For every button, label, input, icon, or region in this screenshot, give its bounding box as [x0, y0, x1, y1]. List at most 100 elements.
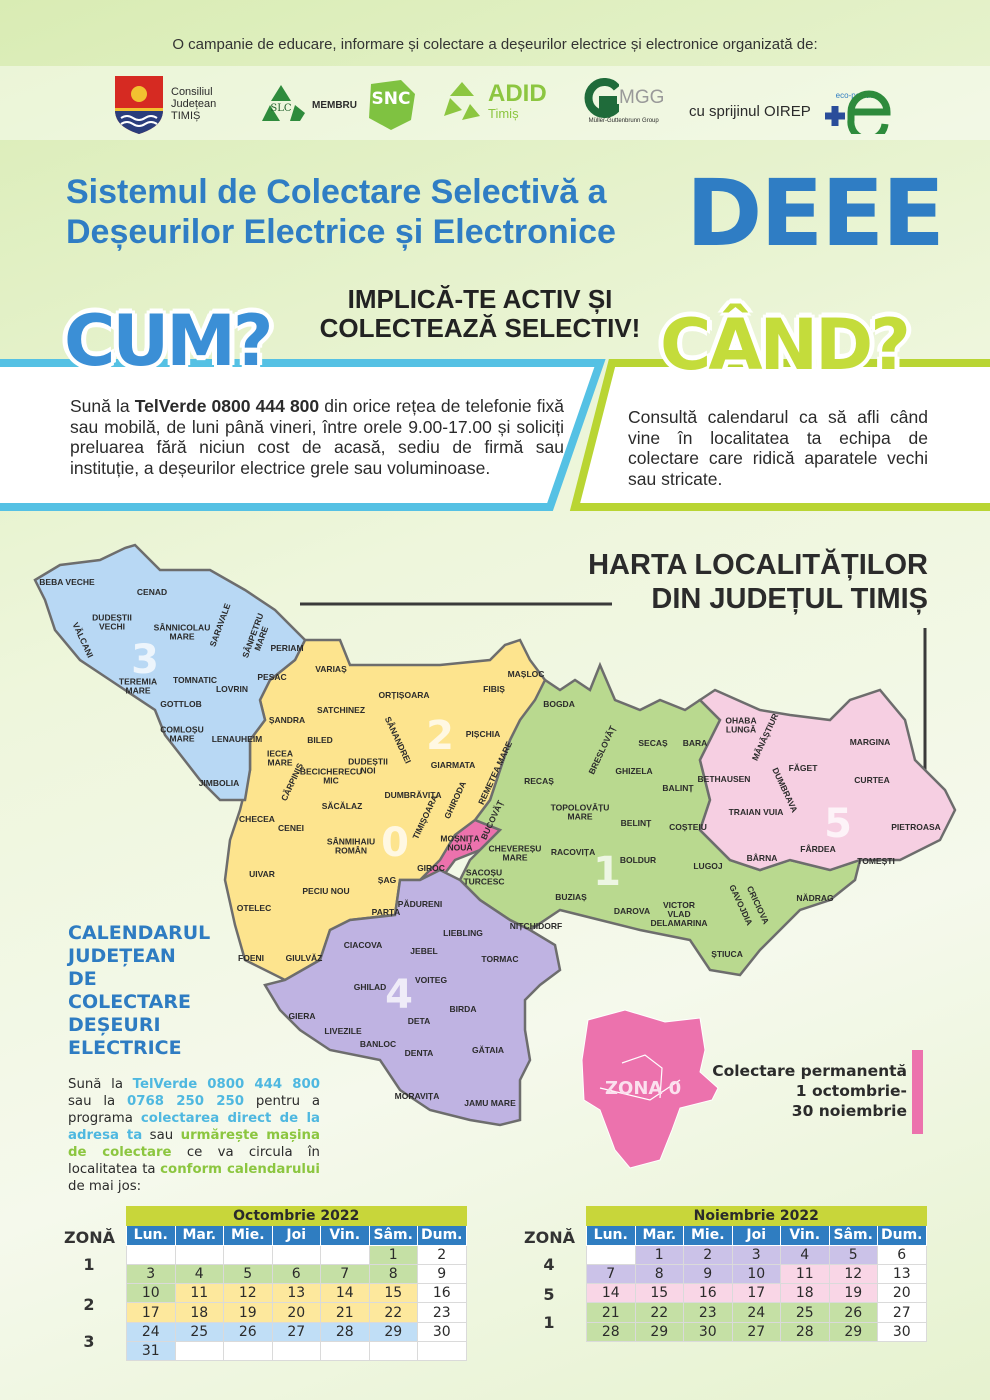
- slogan: IMPLICĂ-TE ACTIV ȘI COLECTEAZĂ SELECTIV!: [300, 285, 660, 343]
- locality-label: PIȘCHIA: [466, 729, 500, 739]
- locality-label: TOPOLOVĂȚU MARE: [551, 803, 610, 822]
- info-text-span: sau la: [68, 1094, 128, 1109]
- locality-label: CIACOVA: [344, 940, 383, 950]
- locality-label: GHILAD: [354, 982, 387, 992]
- calendar-day: 28: [586, 1321, 636, 1343]
- campaign-intro: O campanie de educare, informare și cole…: [172, 36, 818, 53]
- zone-0-line-1: Colectare permanentă: [712, 1062, 907, 1080]
- calendar-day: [271, 1341, 321, 1362]
- calendar-day: 27: [877, 1302, 927, 1323]
- calendar-day: 14: [586, 1283, 636, 1304]
- locality-label: BOLDUR: [620, 855, 656, 865]
- calendar-heading-line: DE: [68, 968, 97, 990]
- locality-label: GHIZELA: [615, 766, 652, 776]
- title-line-1: Sistemul de Colectare Selectivă a: [66, 173, 607, 211]
- locality-label: PĂDURENI: [398, 899, 442, 909]
- calendar-day: 6: [877, 1244, 927, 1265]
- slc-text: SLC: [270, 103, 291, 114]
- locality-label: GĂTAIA: [472, 1045, 504, 1055]
- calendar-day: 2: [683, 1244, 733, 1265]
- oirep-logo: cu sprijinul OIREP eco-positive: [689, 88, 897, 134]
- locality-label: PERIAM: [270, 643, 303, 653]
- calendar-month: Noiembrie 2022: [586, 1205, 927, 1227]
- locality-label: ȘAG: [378, 875, 397, 885]
- locality-label: ȘTIUCA: [711, 949, 743, 959]
- cand-heading: CÂND?: [660, 304, 911, 386]
- calendar-day: 7: [586, 1263, 636, 1285]
- calendar-day: 20: [271, 1302, 321, 1323]
- deee-acronym: DEEE: [686, 160, 945, 267]
- info-text-span: sau: [142, 1128, 181, 1143]
- slogan-line-2: COLECTEAZĂ SELECTIV!: [319, 313, 641, 343]
- locality-label: COȘTEIU: [669, 822, 707, 832]
- recycle-icon: SLC: [262, 85, 305, 121]
- calendar-heading-line: COLECTARE: [68, 991, 191, 1013]
- zone-0-bar: [912, 1050, 923, 1134]
- calendar-day: 11: [174, 1283, 224, 1304]
- calendar-0: Octombrie 2022 Lun. Mar. Mie. Joi Vin. Sâm. Dum…: [126, 1205, 467, 1362]
- mgg-g-icon: [584, 78, 619, 118]
- locality-label: OTELEC: [237, 903, 271, 913]
- cjt-l2: Județean: [171, 98, 217, 110]
- calendar-day: [368, 1341, 418, 1362]
- calendar-day: [174, 1244, 224, 1265]
- locality-label: VARIAȘ: [315, 664, 347, 674]
- locality-label: CENAD: [137, 587, 167, 597]
- weekday-header: Sâm.: [828, 1225, 878, 1246]
- recycle-arrows-icon: [444, 82, 480, 120]
- zone-number: 4: [543, 1255, 555, 1274]
- locality-label: TOMEȘTI: [857, 856, 895, 866]
- calendar-heading: CALENDARUL JUDEȚEAN DE COLECTARE DEȘEURI ELEC…: [68, 922, 210, 1060]
- telverde-number: TelVerde 0800 444 800: [134, 396, 320, 416]
- locality-label: DUDEȘTII NOI: [348, 757, 388, 776]
- info-text-span: TelVerde 0800 444 800: [132, 1077, 320, 1092]
- calendar-day: 20: [877, 1283, 927, 1304]
- map-title-rule: [300, 602, 927, 790]
- calendar-day: 17: [126, 1302, 176, 1323]
- locality-label: BÂRNA: [747, 852, 778, 863]
- calendar-day: 25: [780, 1302, 830, 1323]
- eco-positive-icon: eco-positive: [824, 90, 891, 134]
- locality-label: RECAȘ: [524, 776, 554, 786]
- locality-label: PECIU NOU: [302, 886, 349, 896]
- calendar-day: 17: [731, 1283, 781, 1304]
- locality-label: BIRDA: [450, 1004, 477, 1014]
- adid-logo: ADID Timiș: [442, 80, 547, 122]
- locality-label: LENAUHEIM: [212, 734, 263, 744]
- calendar-info-text: Sună la TelVerde 0800 444 800 sau la 076…: [68, 1076, 320, 1195]
- zone-column-label: ZONĂ: [524, 1228, 575, 1247]
- zone-column-label: ZONĂ: [64, 1228, 115, 1247]
- info-panels-frame: [0, 359, 990, 511]
- zone-number: 1: [543, 1313, 555, 1332]
- zone-number-1: 1: [593, 849, 621, 895]
- locality-label: GOTTLOB: [160, 699, 202, 709]
- locality-label: BUZIAȘ: [555, 892, 587, 902]
- locality-label: SÂNNICOLAU MARE: [154, 622, 211, 642]
- title-line-2: Deșeurilor Electrice și Electronice: [66, 213, 616, 251]
- locality-label: VICTOR VLAD DELAMARINA: [650, 900, 707, 928]
- info-text-span: pentru a programa: [68, 1094, 320, 1126]
- zone-3-area: [33, 543, 307, 802]
- weekday-header: Lun.: [126, 1225, 176, 1246]
- weekday-header: Joi: [271, 1225, 321, 1246]
- locality-label: GIROC: [417, 863, 445, 873]
- map-title: HARTA LOCALITĂȚILOR DIN JUDEȚUL TIMIȘ: [572, 548, 928, 616]
- locality-label: SECAȘ: [638, 738, 668, 748]
- calendar-day: 27: [731, 1321, 781, 1343]
- zone-0-info: Colectare permanentă 1 octombrie- 30 noiem…: [700, 1061, 907, 1121]
- snc-logo-icon: SNC: [369, 80, 415, 130]
- locality-label: BANLOC: [360, 1039, 396, 1049]
- zone-1-area: [458, 661, 862, 977]
- calendar-day: 7: [320, 1263, 370, 1285]
- calendar-day: 4: [780, 1244, 830, 1265]
- locality-label: BOGDA: [543, 699, 575, 709]
- locality-label: CHEVEREȘU MARE: [489, 844, 542, 863]
- locality-label: TRAIAN VUIA: [729, 807, 784, 817]
- calendar-day: 1: [634, 1244, 684, 1265]
- locality-label: TORMAC: [481, 954, 518, 964]
- info-text-span: conform calendarului: [160, 1162, 320, 1177]
- calendar-day: [417, 1341, 467, 1362]
- info-text-span: ce va circula în localitatea ta: [68, 1145, 320, 1177]
- calendar-day: 30: [683, 1321, 733, 1343]
